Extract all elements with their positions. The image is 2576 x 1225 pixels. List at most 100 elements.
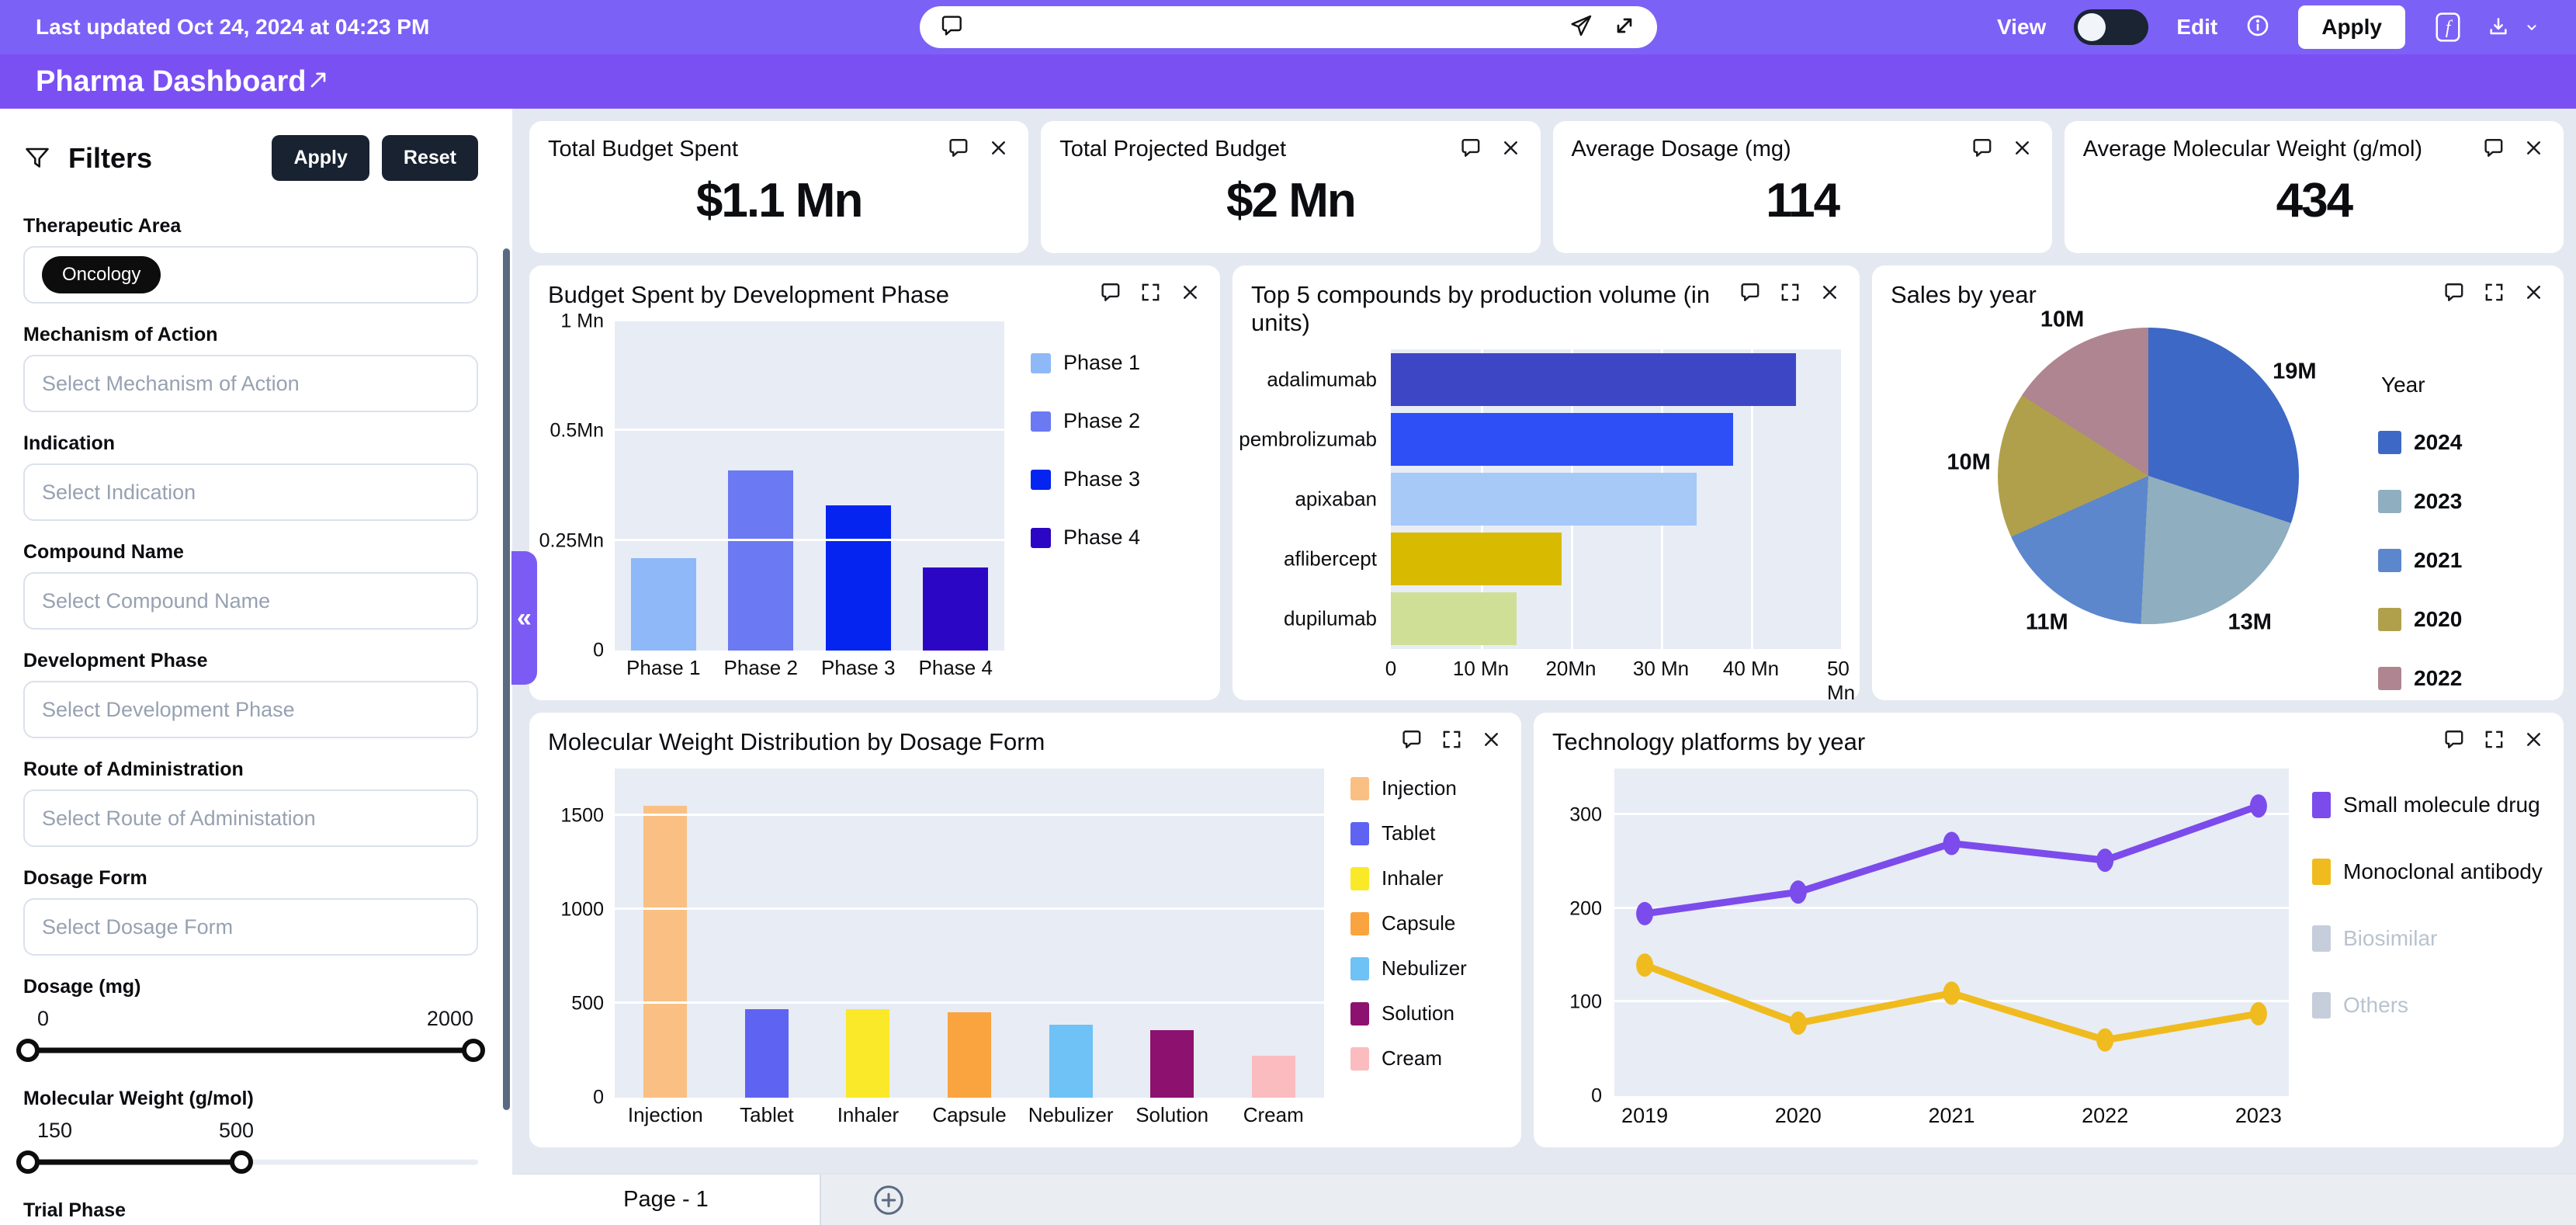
mw-slider-handle-high[interactable] (230, 1150, 254, 1174)
data-point[interactable] (1943, 831, 1961, 855)
chevron-down-icon[interactable] (2527, 19, 2540, 36)
oncology-chip[interactable]: Oncology (42, 256, 161, 293)
page-tab-1[interactable]: Page - 1 (512, 1175, 821, 1225)
bar-aflibercept[interactable] (1391, 533, 1562, 586)
close-icon[interactable] (2011, 137, 2033, 159)
comment-icon[interactable] (948, 137, 970, 159)
fullscreen-icon[interactable] (1779, 281, 1801, 304)
close-icon[interactable] (2522, 281, 2545, 304)
bar-pembrolizumab[interactable] (1391, 412, 1733, 466)
route-of-administration-input[interactable]: Select Route of Administation (23, 789, 478, 847)
data-point[interactable] (1789, 880, 1807, 904)
legend-item-2020[interactable]: 2020 (2378, 607, 2545, 632)
data-point[interactable] (2249, 794, 2267, 818)
data-point[interactable] (2096, 1028, 2114, 1052)
bar-phase-4[interactable] (923, 567, 989, 651)
bar-inhaler[interactable] (846, 1009, 890, 1098)
legend-item-monoclonal-antibody[interactable]: Monoclonal antibody (2312, 859, 2545, 885)
plus-circle-icon[interactable] (871, 1182, 907, 1218)
fn-icon[interactable]: f (2433, 11, 2463, 43)
therapeutic-area-input[interactable]: Oncology (23, 246, 478, 304)
data-point[interactable] (1943, 981, 1961, 1005)
data-point[interactable] (2249, 1001, 2267, 1025)
close-icon[interactable] (1480, 728, 1503, 751)
dosage-slider-handle-high[interactable] (462, 1039, 486, 1062)
close-icon[interactable] (2522, 137, 2545, 159)
bar-tablet[interactable] (744, 1009, 789, 1098)
comment-icon[interactable] (1401, 728, 1423, 751)
dosage-slider-handle-low[interactable] (16, 1039, 40, 1062)
bar-cream[interactable] (1251, 1055, 1295, 1098)
legend-item-cream[interactable]: Cream (1350, 1046, 1503, 1071)
legend-item-2022[interactable]: 2022 (2378, 666, 2545, 691)
legend-item-2024[interactable]: 2024 (2378, 430, 2545, 455)
legend-item-others[interactable]: Others (2312, 992, 2545, 1019)
bar-phase-2[interactable] (728, 470, 794, 651)
bar-dupilumab[interactable] (1391, 592, 1517, 646)
info-icon[interactable] (2245, 13, 2270, 38)
comment-icon[interactable] (1460, 137, 1482, 159)
sales-pie[interactable] (1998, 328, 2299, 624)
toggle-knob[interactable] (2078, 13, 2106, 41)
bar-phase-3[interactable] (825, 505, 891, 651)
comment-icon[interactable] (1100, 281, 1122, 304)
legend-item-injection[interactable]: Injection (1350, 776, 1503, 800)
bar-solution[interactable] (1150, 1029, 1194, 1098)
filters-scrollbar[interactable] (503, 248, 510, 1110)
legend-item-tablet[interactable]: Tablet (1350, 821, 1503, 845)
comment-icon[interactable] (2483, 137, 2505, 159)
compound-name-input[interactable]: Select Compound Name (23, 572, 478, 630)
chat-icon[interactable] (940, 13, 965, 38)
legend-item-phase-1[interactable]: Phase 1 (1031, 351, 1201, 375)
legend-item-capsule[interactable]: Capsule (1350, 911, 1503, 935)
data-point[interactable] (1789, 1011, 1807, 1035)
mechanism-of-action-input[interactable]: Select Mechanism of Action (23, 355, 478, 412)
bar-injection[interactable] (643, 806, 688, 1098)
close-icon[interactable] (1179, 281, 1201, 304)
legend-item-phase-4[interactable]: Phase 4 (1031, 526, 1201, 550)
comment-icon[interactable] (2443, 728, 2466, 751)
close-icon[interactable] (2522, 728, 2545, 751)
close-icon[interactable] (1818, 281, 1841, 304)
data-point[interactable] (1636, 953, 1654, 977)
fullscreen-icon[interactable] (1441, 728, 1463, 751)
dosage-slider[interactable] (16, 1033, 486, 1067)
molecular-weight-slider[interactable] (16, 1145, 478, 1179)
legend-item-solution[interactable]: Solution (1350, 1001, 1503, 1025)
ask-ai-input[interactable] (919, 6, 1657, 48)
close-icon[interactable] (987, 137, 1010, 159)
bar-apixaban[interactable] (1391, 473, 1697, 526)
fullscreen-icon[interactable] (1139, 281, 1162, 304)
view-edit-toggle[interactable] (2074, 9, 2149, 45)
apply-button-top[interactable]: Apply (2298, 5, 2405, 49)
bar-nebulizer[interactable] (1049, 1024, 1093, 1098)
legend-item-2023[interactable]: 2023 (2378, 489, 2545, 514)
legend-item-small-molecule-drug[interactable]: Small molecule drug (2312, 792, 2545, 818)
fullscreen-icon[interactable] (2483, 728, 2505, 751)
close-icon[interactable] (1499, 137, 1522, 159)
bar-capsule[interactable] (947, 1012, 991, 1098)
filters-reset-button[interactable]: Reset (381, 135, 478, 181)
send-icon[interactable] (1569, 13, 1593, 38)
bar-phase-1[interactable] (630, 558, 696, 651)
legend-item-biosimilar[interactable]: Biosimilar (2312, 925, 2545, 952)
dosage-form-input[interactable]: Select Dosage Form (23, 898, 478, 956)
expand-diagonal-icon[interactable] (1612, 13, 1637, 38)
data-point[interactable] (1636, 901, 1654, 925)
fullscreen-icon[interactable] (2483, 281, 2505, 304)
collapse-filters-tab[interactable]: « (511, 551, 537, 685)
data-point[interactable] (2096, 848, 2114, 873)
comment-icon[interactable] (1739, 281, 1762, 304)
development-phase-input[interactable]: Select Development Phase (23, 681, 478, 738)
legend-item-2021[interactable]: 2021 (2378, 548, 2545, 573)
comment-icon[interactable] (2443, 281, 2466, 304)
bar-adalimumab[interactable] (1391, 352, 1796, 406)
legend-item-nebulizer[interactable]: Nebulizer (1350, 956, 1503, 980)
comment-icon[interactable] (1971, 137, 1994, 159)
arrow-diagonal-icon[interactable] (306, 68, 331, 92)
mw-slider-handle-low[interactable] (16, 1150, 40, 1174)
indication-input[interactable]: Select Indication (23, 463, 478, 521)
legend-item-phase-3[interactable]: Phase 3 (1031, 467, 1201, 491)
legend-item-phase-2[interactable]: Phase 2 (1031, 409, 1201, 433)
legend-item-inhaler[interactable]: Inhaler (1350, 866, 1503, 890)
